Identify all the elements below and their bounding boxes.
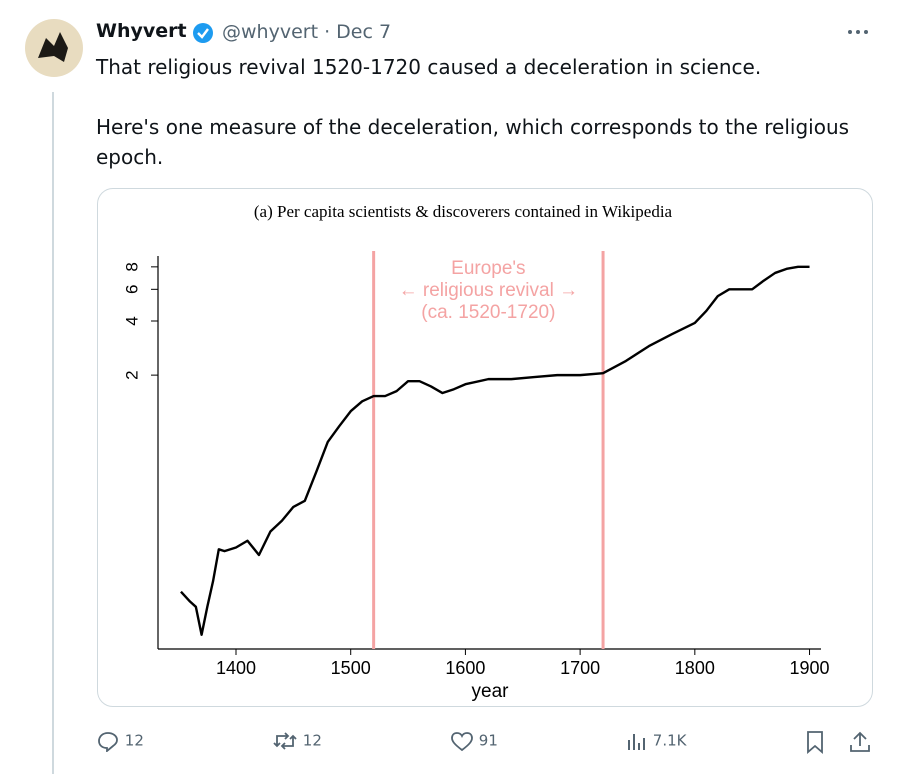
chart-title: (a) Per capita scientists & discoverers … — [254, 202, 673, 221]
x-tick-label: 1400 — [216, 658, 256, 678]
reply-button[interactable]: 12 — [96, 730, 144, 753]
x-tick-label: 1700 — [560, 658, 600, 678]
share-button[interactable] — [848, 730, 872, 754]
paragraph: That religious revival 1520-1720 caused … — [96, 55, 762, 79]
tweet-text: That religious revival 1520-1720 caused … — [96, 52, 876, 172]
y-tick-label: 8 — [122, 262, 141, 271]
handle[interactable]: @whyvert — [222, 21, 319, 43]
date[interactable]: Dec 7 — [336, 21, 392, 43]
y-tick-label: 2 — [122, 370, 141, 379]
media-card[interactable]: (a) Per capita scientists & discoverers … — [97, 188, 873, 707]
x-tick-label: 1500 — [331, 658, 371, 678]
annotation: (ca. 1520-1720) — [421, 302, 555, 323]
views-button[interactable]: 7.1K — [626, 730, 686, 752]
repost-button[interactable]: 12 — [272, 730, 322, 752]
avatar[interactable] — [24, 18, 84, 78]
annotation: Europe's — [451, 258, 525, 279]
separator: · — [324, 21, 331, 43]
paragraph: Here's one measure of the deceleration, … — [96, 115, 850, 169]
x-tick-label: 1600 — [445, 658, 485, 678]
x-tick-label: 1800 — [675, 658, 715, 678]
like-button[interactable]: 91 — [450, 730, 498, 752]
author-name[interactable]: Whyvert — [96, 20, 187, 42]
x-axis-label: year — [472, 681, 510, 702]
more-button[interactable] — [846, 26, 872, 38]
annotation: ← religious revival → — [399, 280, 579, 301]
repost-count: 12 — [302, 731, 322, 750]
bookmark-button[interactable] — [804, 730, 826, 754]
view-count: 7.1K — [652, 731, 687, 750]
like-count: 91 — [478, 731, 498, 750]
data-line — [180, 265, 810, 636]
y-tick-label: 4 — [122, 316, 141, 325]
chart: (a) Per capita scientists & discoverers … — [122, 202, 830, 702]
thread-line — [52, 92, 54, 774]
x-tick-label: 1900 — [790, 658, 830, 678]
y-tick-label: 6 — [122, 285, 141, 294]
reply-count: 12 — [124, 731, 144, 750]
handle-line: @whyvert · Dec 7 — [222, 21, 391, 43]
verified-badge — [193, 23, 213, 43]
